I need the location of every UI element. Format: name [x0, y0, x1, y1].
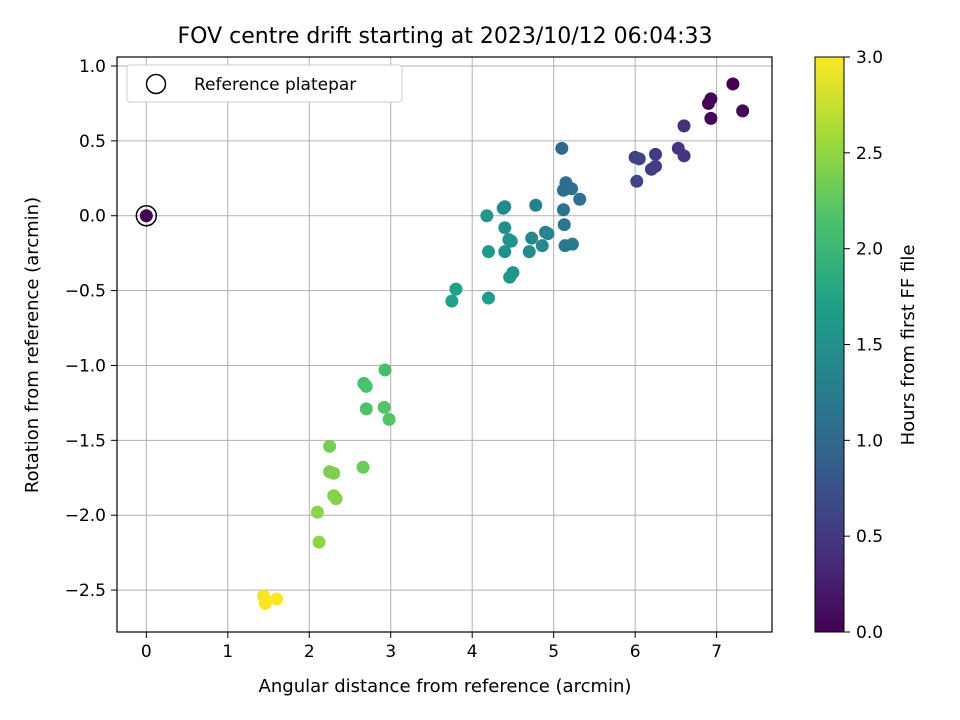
x-tick-label: 4	[467, 642, 478, 662]
x-tick-label: 5	[548, 642, 559, 662]
data-point	[445, 294, 459, 308]
legend: Reference platepar	[126, 64, 403, 103]
colorbar-tick-label: 3.0	[856, 48, 883, 68]
legend-label: Reference platepar	[194, 75, 356, 95]
y-tick-label: −1.5	[65, 431, 106, 451]
data-point	[632, 152, 646, 166]
reference-platepar-marker	[135, 204, 158, 227]
x-axis-label: Angular distance from reference (arcmin)	[259, 676, 632, 697]
y-tick-label: −2.0	[65, 506, 106, 526]
data-point	[449, 282, 463, 296]
data-point	[677, 149, 691, 163]
data-point	[649, 147, 663, 161]
x-axis: 0 1 2 3 4 5 6 7	[141, 632, 722, 662]
data-point	[630, 174, 644, 188]
data-point	[503, 270, 517, 284]
colorbar-tick-label: 1.5	[856, 336, 883, 356]
y-tick-label: −1.0	[65, 356, 106, 376]
chart-title: FOV centre drift starting at 2023/10/12 …	[178, 24, 713, 49]
data-point	[312, 535, 326, 549]
legend-box	[126, 64, 403, 103]
x-tick-label: 3	[385, 642, 396, 662]
data-point	[649, 159, 663, 173]
data-point	[481, 291, 495, 305]
data-point	[481, 245, 495, 259]
data-point	[677, 119, 691, 133]
data-point	[382, 412, 396, 426]
plot-frame	[116, 56, 773, 633]
colorbar-ticks: 0.0 0.5 1.0 1.5 2.0 2.5 3.0	[844, 48, 883, 643]
x-tick-label: 7	[711, 642, 722, 662]
data-point	[529, 198, 543, 212]
data-point	[704, 92, 718, 106]
data-point	[541, 227, 555, 241]
data-point	[498, 245, 512, 259]
data-point	[480, 209, 494, 223]
data-point	[270, 592, 284, 606]
data-point	[377, 400, 391, 414]
colorbar: 0.0 0.5 1.0 1.5 2.0 2.5 3.0 Hours from first F…	[814, 48, 919, 643]
legend-marker	[145, 73, 167, 95]
reference-point	[139, 209, 153, 223]
y-axis-label: Rotation from reference (arcmin)	[22, 197, 43, 493]
data-point	[565, 237, 579, 251]
data-point	[704, 111, 718, 125]
data-point	[726, 77, 740, 91]
data-point	[573, 192, 587, 206]
colorbar-tick-label: 1.0	[856, 431, 883, 451]
data-point	[359, 402, 373, 416]
colorbar-gradient	[814, 56, 845, 633]
colorbar-tick-label: 0.0	[856, 623, 883, 643]
y-tick-label: −0.5	[65, 282, 106, 302]
data-point	[736, 104, 750, 118]
data-point	[525, 231, 539, 245]
data-point	[557, 218, 571, 232]
data-point	[496, 201, 510, 215]
data-point	[555, 141, 569, 155]
colorbar-tick-label: 2.5	[856, 144, 883, 164]
y-tick-label: 0.0	[79, 207, 106, 227]
y-tick-label: 1.0	[79, 57, 106, 77]
y-axis: 1.0 0.5 0.0 −0.5 −1.0 −1.5 −2.0 −2.5	[65, 57, 117, 601]
data-points	[135, 77, 750, 611]
data-point	[329, 492, 343, 506]
data-point	[359, 379, 373, 393]
x-tick-label: 0	[141, 642, 152, 662]
data-point	[327, 466, 341, 480]
data-point	[356, 460, 370, 474]
grid	[117, 57, 772, 632]
colorbar-tick-label: 2.0	[856, 240, 883, 260]
y-tick-label: 0.5	[79, 132, 106, 152]
data-point	[522, 245, 536, 259]
x-tick-label: 2	[304, 642, 315, 662]
data-point	[556, 203, 570, 217]
x-tick-label: 6	[630, 642, 641, 662]
data-point	[498, 221, 512, 235]
data-point	[310, 505, 324, 519]
data-point	[378, 363, 392, 377]
data-point	[323, 439, 337, 453]
y-tick-label: −2.5	[65, 581, 106, 601]
data-point	[504, 234, 518, 248]
data-point	[535, 239, 549, 253]
x-tick-label: 1	[222, 642, 233, 662]
colorbar-label: Hours from first FF file	[898, 245, 919, 446]
data-point	[258, 597, 272, 611]
colorbar-tick-label: 0.5	[856, 527, 883, 547]
data-point	[565, 182, 579, 196]
